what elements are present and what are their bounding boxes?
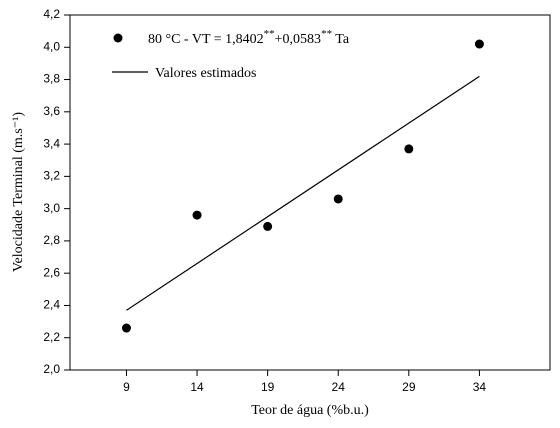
y-tick-label: 3,6 [43,104,60,118]
y-tick-label: 3,8 [43,72,60,86]
data-point [333,194,343,204]
legend-label: Valores estimados [155,66,256,81]
y-tick-label: 3,4 [43,136,60,150]
data-point [474,39,484,49]
y-tick-label: 3,0 [43,201,60,215]
data-point [121,323,131,333]
data-point [192,210,202,220]
y-tick-label: 3,2 [43,169,60,183]
data-point [404,144,414,154]
x-axis-label: Teor de água (%b.u.) [251,403,369,418]
x-tick-label: 9 [123,380,130,394]
y-tick-label: 2,2 [43,330,60,344]
y-tick-label: 2,6 [43,265,60,279]
y-tick-label: 4,2 [43,7,60,21]
legend-marker [113,33,123,43]
x-tick-label: 34 [473,380,487,394]
x-tick-label: 14 [190,380,204,394]
y-tick-label: 2,0 [43,362,60,376]
x-tick-label: 29 [402,380,416,394]
y-tick-label: 2,4 [43,298,60,312]
legend-label: 80 °C - VT = 1,8402**+0,0583** Ta [148,28,350,47]
x-tick-label: 24 [332,380,346,394]
y-axis-label: Velocidade Terminal (m.s⁻¹) [11,112,26,272]
fit-line [126,75,480,311]
y-tick-label: 4,0 [43,39,60,53]
plot-frame [69,14,551,371]
y-tick-label: 2,8 [43,233,60,247]
data-point [263,221,273,231]
x-tick-label: 19 [261,380,275,394]
